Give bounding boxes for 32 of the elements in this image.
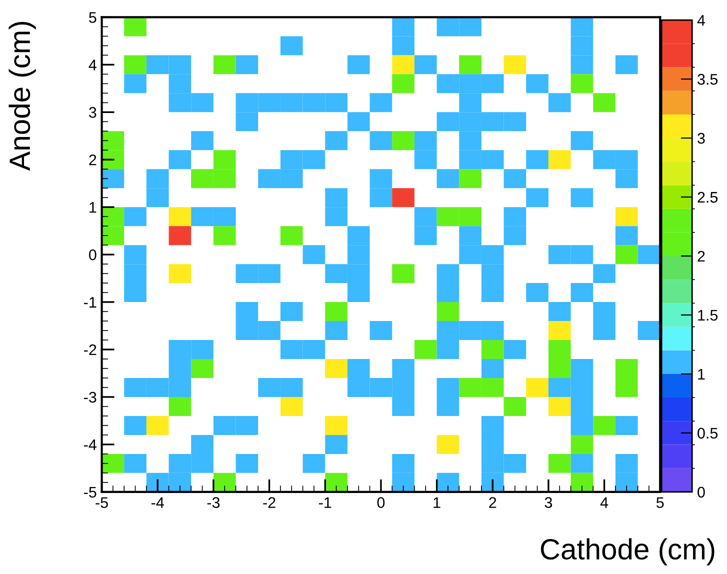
y-axis-title: Anode (cm) [8, 22, 36, 171]
y-tick-label: -5 [84, 486, 96, 498]
y-tick-label: -1 [84, 297, 96, 308]
x-tick-label: 1 [434, 497, 440, 508]
x-tick-label: -2 [263, 497, 276, 508]
y-tick-label: 3 [89, 107, 96, 118]
color-bar-label: 1.5 [698, 310, 718, 321]
y-tick-label: -4 [84, 439, 96, 450]
color-bar-label: 3 [698, 132, 705, 144]
x-tick-label: -1 [319, 497, 332, 508]
color-bar-label: 2.5 [698, 192, 718, 203]
y-tick-label: -3 [84, 392, 96, 403]
y-tick-label: 1 [90, 202, 96, 213]
y-tick-label: -2 [84, 344, 96, 356]
x-tick-label: 4 [600, 497, 608, 508]
y-tick-label: 0 [89, 249, 96, 260]
y-tick-label: 4 [88, 60, 96, 70]
color-bar-label: 0 [698, 486, 705, 498]
x-tick-label: 2 [489, 497, 496, 508]
color-bar-label: 1 [698, 368, 705, 380]
color-bar-label: 4 [697, 15, 706, 26]
x-axis-title: Cathode (cm) [540, 538, 714, 566]
x-tick-label: -3 [207, 497, 220, 508]
color-bar-label: 0.5 [698, 428, 718, 439]
y-tick-label: 5 [89, 12, 96, 23]
x-tick-label: 0 [377, 497, 385, 508]
color-bar-label: 2 [698, 250, 705, 262]
x-tick-label: 3 [544, 497, 552, 508]
color-bar-label: 3.5 [698, 74, 718, 85]
x-tick-label: 5 [656, 497, 664, 508]
y-tick-label: 2 [89, 154, 96, 166]
x-tick-label: -4 [152, 497, 164, 508]
